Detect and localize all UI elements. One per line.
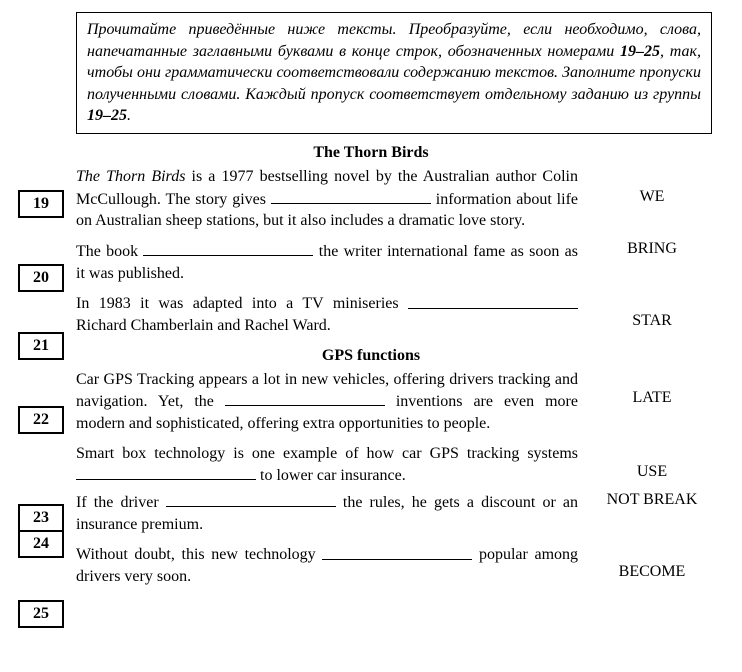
number-box-23: 23 [18, 504, 64, 532]
q19-blank[interactable] [271, 188, 431, 204]
q24-pre: If the driver [76, 494, 166, 511]
number-box-19: 19 [18, 190, 64, 218]
section-title-2: GPS functions [20, 347, 722, 365]
keyword-24: NOT BREAK [592, 491, 712, 509]
keyword-25: BECOME [592, 543, 712, 581]
instruction-text-3: . [127, 107, 131, 124]
keyword-20: BRING [592, 240, 712, 258]
question-text-19: The Thorn Birds is a 1977 bestselling no… [76, 166, 592, 232]
section-title-1: The Thorn Birds [20, 144, 722, 162]
question-text-20: The book the writer international fame a… [76, 240, 592, 284]
q19-italic: The Thorn Birds [76, 168, 185, 185]
keyword-21: STAR [592, 292, 712, 330]
question-text-24: If the driver the rules, he gets a disco… [76, 491, 592, 535]
instruction-bold-2: 19–25 [87, 107, 127, 124]
q22-blank[interactable] [225, 390, 385, 406]
number-box-20: 20 [18, 264, 64, 292]
question-text-22: Car GPS Tracking appears a lot in new ve… [76, 369, 592, 435]
instruction-bold-1: 19–25 [620, 43, 660, 60]
question-row-19: The Thorn Birds is a 1977 bestselling no… [76, 166, 712, 232]
q23-post: to lower car insurance. [256, 467, 406, 484]
q21-pre: In 1983 it was adapted into a TV miniser… [76, 296, 408, 313]
q24-blank[interactable] [166, 491, 336, 507]
number-box-25: 25 [18, 600, 64, 628]
question-text-25: Without doubt, this new technology popul… [76, 543, 592, 587]
question-row-24: If the driver the rules, he gets a disco… [76, 491, 712, 535]
question-text-23: Smart box technology is one example of h… [76, 443, 592, 487]
q20-pre: The book [76, 243, 143, 260]
question-row-20: The book the writer international fame a… [76, 240, 712, 284]
number-box-21: 21 [18, 332, 64, 360]
number-box-24: 24 [18, 530, 64, 558]
question-text-21: In 1983 it was adapted into a TV miniser… [76, 292, 592, 336]
keyword-22: LATE [592, 369, 712, 407]
q21-post: Richard Chamberlain and Rachel Ward. [76, 317, 331, 334]
q25-blank[interactable] [322, 543, 472, 559]
question-row-21: In 1983 it was adapted into a TV miniser… [76, 292, 712, 336]
question-row-25: Without doubt, this new technology popul… [76, 543, 712, 587]
number-box-22: 22 [18, 406, 64, 434]
instruction-text-1: Прочитайте приведённые ниже тексты. Прео… [87, 21, 701, 60]
q23-blank[interactable] [76, 464, 256, 480]
keyword-19: WE [592, 166, 712, 206]
keyword-23: USE [592, 443, 712, 481]
q21-blank[interactable] [408, 292, 578, 308]
q25-pre: Without doubt, this new technology [76, 547, 322, 564]
q20-blank[interactable] [143, 240, 313, 256]
question-row-23: Smart box technology is one example of h… [76, 443, 712, 487]
instruction-box: Прочитайте приведённые ниже тексты. Прео… [76, 12, 712, 134]
q23-pre: Smart box technology is one example of h… [76, 445, 578, 462]
question-row-22: Car GPS Tracking appears a lot in new ve… [76, 369, 712, 435]
